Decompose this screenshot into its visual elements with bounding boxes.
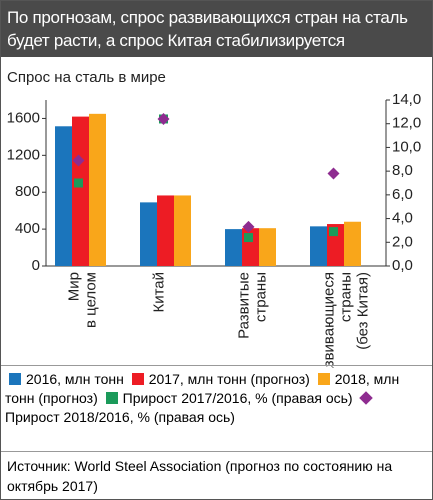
legend-swatch bbox=[9, 373, 21, 385]
chart-subtitle: Спрос на сталь в мире bbox=[7, 69, 166, 86]
y-tick-label: 800 bbox=[15, 183, 40, 200]
bar bbox=[310, 226, 327, 266]
y2-tick-label: 4,0 bbox=[392, 210, 413, 227]
bar bbox=[259, 228, 276, 266]
legend-label: 2017, млн тонн (прогноз) bbox=[148, 371, 310, 387]
square-marker bbox=[244, 233, 253, 243]
x-tick-label: Мирв целом bbox=[65, 272, 99, 328]
bar bbox=[72, 116, 89, 266]
bar bbox=[89, 113, 106, 266]
bar bbox=[140, 202, 157, 266]
y2-tick-label: 12,0 bbox=[392, 115, 421, 132]
bar bbox=[55, 126, 72, 267]
legend-swatch bbox=[105, 392, 118, 404]
bar bbox=[174, 195, 191, 266]
legend-item: Прирост 2017/2016, % (правая ось) bbox=[102, 390, 353, 406]
legend-label: Прирост 2017/2016, % (правая ось) bbox=[122, 390, 353, 406]
legend-item: 2017, млн тонн (прогноз) bbox=[128, 371, 310, 387]
legend-label: 2018, млн тонн (прогноз) bbox=[5, 371, 400, 406]
bar bbox=[344, 221, 361, 266]
diamond-marker bbox=[72, 154, 85, 167]
y-tick-label: 1600 bbox=[7, 109, 40, 126]
diamond-marker bbox=[327, 167, 340, 180]
y2-tick-label: 6,0 bbox=[392, 186, 413, 203]
y2-tick-label: 10,0 bbox=[392, 138, 421, 155]
y-tick-label: 1200 bbox=[7, 146, 40, 163]
legend-item: 2018, млн тонн (прогноз) bbox=[5, 371, 399, 406]
legend-swatch bbox=[131, 373, 144, 385]
y-tick-label: 0 bbox=[32, 257, 40, 274]
diamond-marker bbox=[157, 112, 170, 125]
legend-swatch bbox=[317, 373, 330, 385]
legend-item: 2016, млн тонн bbox=[5, 371, 124, 387]
y2-tick-label: 14,0 bbox=[392, 91, 421, 108]
bar bbox=[225, 229, 242, 266]
diamond-marker bbox=[242, 220, 255, 233]
x-tick-label: Развитыестраны bbox=[235, 272, 269, 339]
legend: 2016, млн тонн 2017, млн тонн (прогноз) … bbox=[1, 365, 432, 427]
y2-tick-label: 8,0 bbox=[392, 162, 413, 179]
bar bbox=[157, 195, 174, 266]
square-marker bbox=[329, 227, 338, 237]
square-marker bbox=[74, 178, 83, 188]
x-tick-label: Китай bbox=[150, 272, 167, 313]
legend-label: Прирост 2018/2016, % (правая ось) bbox=[5, 409, 235, 425]
chart: Спрос на сталь в мире 0 400 800 1200 1600 0,0… bbox=[7, 69, 422, 368]
y-tick-label: 400 bbox=[15, 220, 40, 237]
source: Источник: World Steel Association (прогн… bbox=[1, 451, 432, 499]
chart-title: По прогнозам, спрос развивающихся стран … bbox=[1, 1, 432, 57]
legend-swatch bbox=[359, 391, 374, 405]
y2-tick-label: 0,0 bbox=[392, 257, 413, 274]
y2-tick-label: 2,0 bbox=[392, 233, 413, 250]
legend-item: Прирост 2018/2016, % (правая ось) bbox=[5, 390, 377, 425]
x-tick-label: Развивающиесястраны(без Китая) bbox=[320, 272, 371, 368]
legend-label: 2016, млн тонн bbox=[26, 371, 124, 387]
